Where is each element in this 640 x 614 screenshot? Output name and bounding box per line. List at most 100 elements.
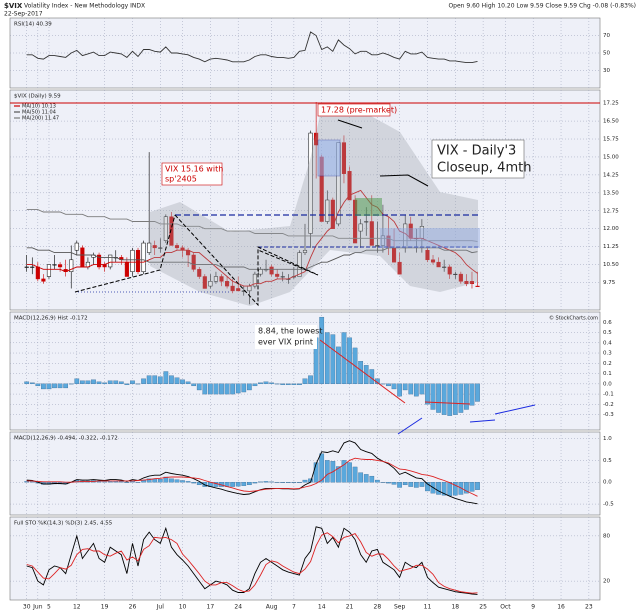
histogram-bar <box>241 482 247 486</box>
y-tick-label: 0.0 <box>603 480 612 486</box>
histogram-bar <box>319 453 325 483</box>
candle-body <box>41 278 46 282</box>
histogram-bar <box>118 481 124 483</box>
histogram-bar <box>441 383 447 415</box>
y-tick-label: -0.3 <box>603 412 614 418</box>
histogram-bar <box>336 466 341 483</box>
series-line <box>26 526 478 595</box>
histogram-bar <box>263 481 269 483</box>
histogram-bar <box>375 479 380 483</box>
candle-body <box>158 247 163 249</box>
annotation: VIX 15.16 with <box>165 165 223 174</box>
y-tick-label: -0.1 <box>603 392 614 398</box>
histogram-bar <box>413 482 419 488</box>
x-tick-label: 23 <box>585 604 593 611</box>
x-tick-label: 11 <box>424 604 432 611</box>
panel <box>9 89 601 311</box>
candle-body <box>280 276 285 278</box>
series-line <box>26 532 478 594</box>
candle-body <box>169 216 174 246</box>
series-line <box>26 440 478 505</box>
y-tick-label: 10.50 <box>603 262 619 268</box>
panel <box>9 431 601 516</box>
histogram-bar <box>475 383 480 402</box>
candle-body <box>269 266 274 275</box>
x-tick-label: 28 <box>374 604 382 611</box>
histogram-bar <box>263 381 269 384</box>
candle-body <box>425 249 430 261</box>
candle-body <box>135 249 141 272</box>
x-tick-label: 24 <box>234 604 242 611</box>
y-tick-label: 50 <box>603 51 610 57</box>
histogram-bar <box>341 460 347 483</box>
box <box>317 139 341 177</box>
candle-body <box>30 266 35 268</box>
histogram-bar <box>146 375 152 384</box>
y-tick-label: 0.0 <box>603 381 612 387</box>
trend-line <box>494 404 536 415</box>
candle-body <box>130 249 135 272</box>
trend-line <box>337 119 363 129</box>
histogram-bar <box>130 380 135 384</box>
box <box>380 228 480 248</box>
y-tick-label: -0.2 <box>603 402 614 408</box>
histogram-bar <box>464 482 469 494</box>
candle-body <box>447 266 452 275</box>
histogram-bar <box>319 316 325 384</box>
candle-body <box>147 242 152 253</box>
trend-line <box>379 174 429 187</box>
candle-body <box>314 132 319 146</box>
candle-body <box>213 276 218 282</box>
histogram-bar <box>169 375 174 384</box>
candle-body <box>46 264 52 277</box>
x-tick-label: Aug <box>266 604 278 611</box>
y-tick-label: 0.6 <box>603 320 612 326</box>
histogram-bar <box>224 383 230 395</box>
histogram-bar <box>163 371 169 384</box>
histogram-bar <box>235 482 241 487</box>
histogram-bar <box>96 481 102 483</box>
candle-body <box>397 261 402 275</box>
label-box <box>255 325 317 349</box>
label-box <box>317 103 391 117</box>
histogram-bar <box>397 383 402 397</box>
candle-body <box>163 216 168 241</box>
histogram-bar <box>57 383 63 389</box>
histogram-bar <box>402 482 408 486</box>
candle-body <box>74 242 79 251</box>
histogram-bar <box>85 380 91 384</box>
panel-title: MACD(12,26,9) Hist -0.172 <box>14 316 88 322</box>
y-tick-label: 0.1 <box>603 371 612 377</box>
histogram-bar <box>419 383 425 395</box>
histogram-bar <box>452 383 458 415</box>
histogram-bar <box>52 383 57 389</box>
histogram-bar <box>24 381 30 384</box>
y-tick-label: 0.5 <box>603 330 612 336</box>
histogram-bar <box>336 346 341 384</box>
histogram-bar <box>219 383 224 395</box>
x-tick-label: 19 <box>101 604 109 611</box>
x-tick-label: 25 <box>479 604 487 611</box>
histogram-bar <box>436 383 441 413</box>
x-tick-label: 26 <box>129 604 137 611</box>
histogram-bar <box>458 383 464 413</box>
histogram-bar <box>157 479 163 483</box>
panel-title: $VIX (Daily) 9.59 <box>14 94 61 100</box>
histogram-bar <box>29 382 35 384</box>
candle-body <box>369 221 374 246</box>
legend-label: MA(10) 10.13 <box>22 104 56 110</box>
candle-body <box>475 285 480 287</box>
histogram-bar <box>246 383 252 391</box>
histogram-bar <box>24 481 30 483</box>
candle-body <box>174 245 180 249</box>
candle-body <box>202 276 207 289</box>
histogram-bar <box>297 383 302 386</box>
histogram-bar <box>35 383 41 387</box>
y-tick-label: 12.75 <box>603 208 619 214</box>
histogram-bar <box>425 383 430 405</box>
trend-line <box>424 401 471 405</box>
histogram-bar <box>174 377 180 384</box>
candle-body <box>35 266 40 280</box>
